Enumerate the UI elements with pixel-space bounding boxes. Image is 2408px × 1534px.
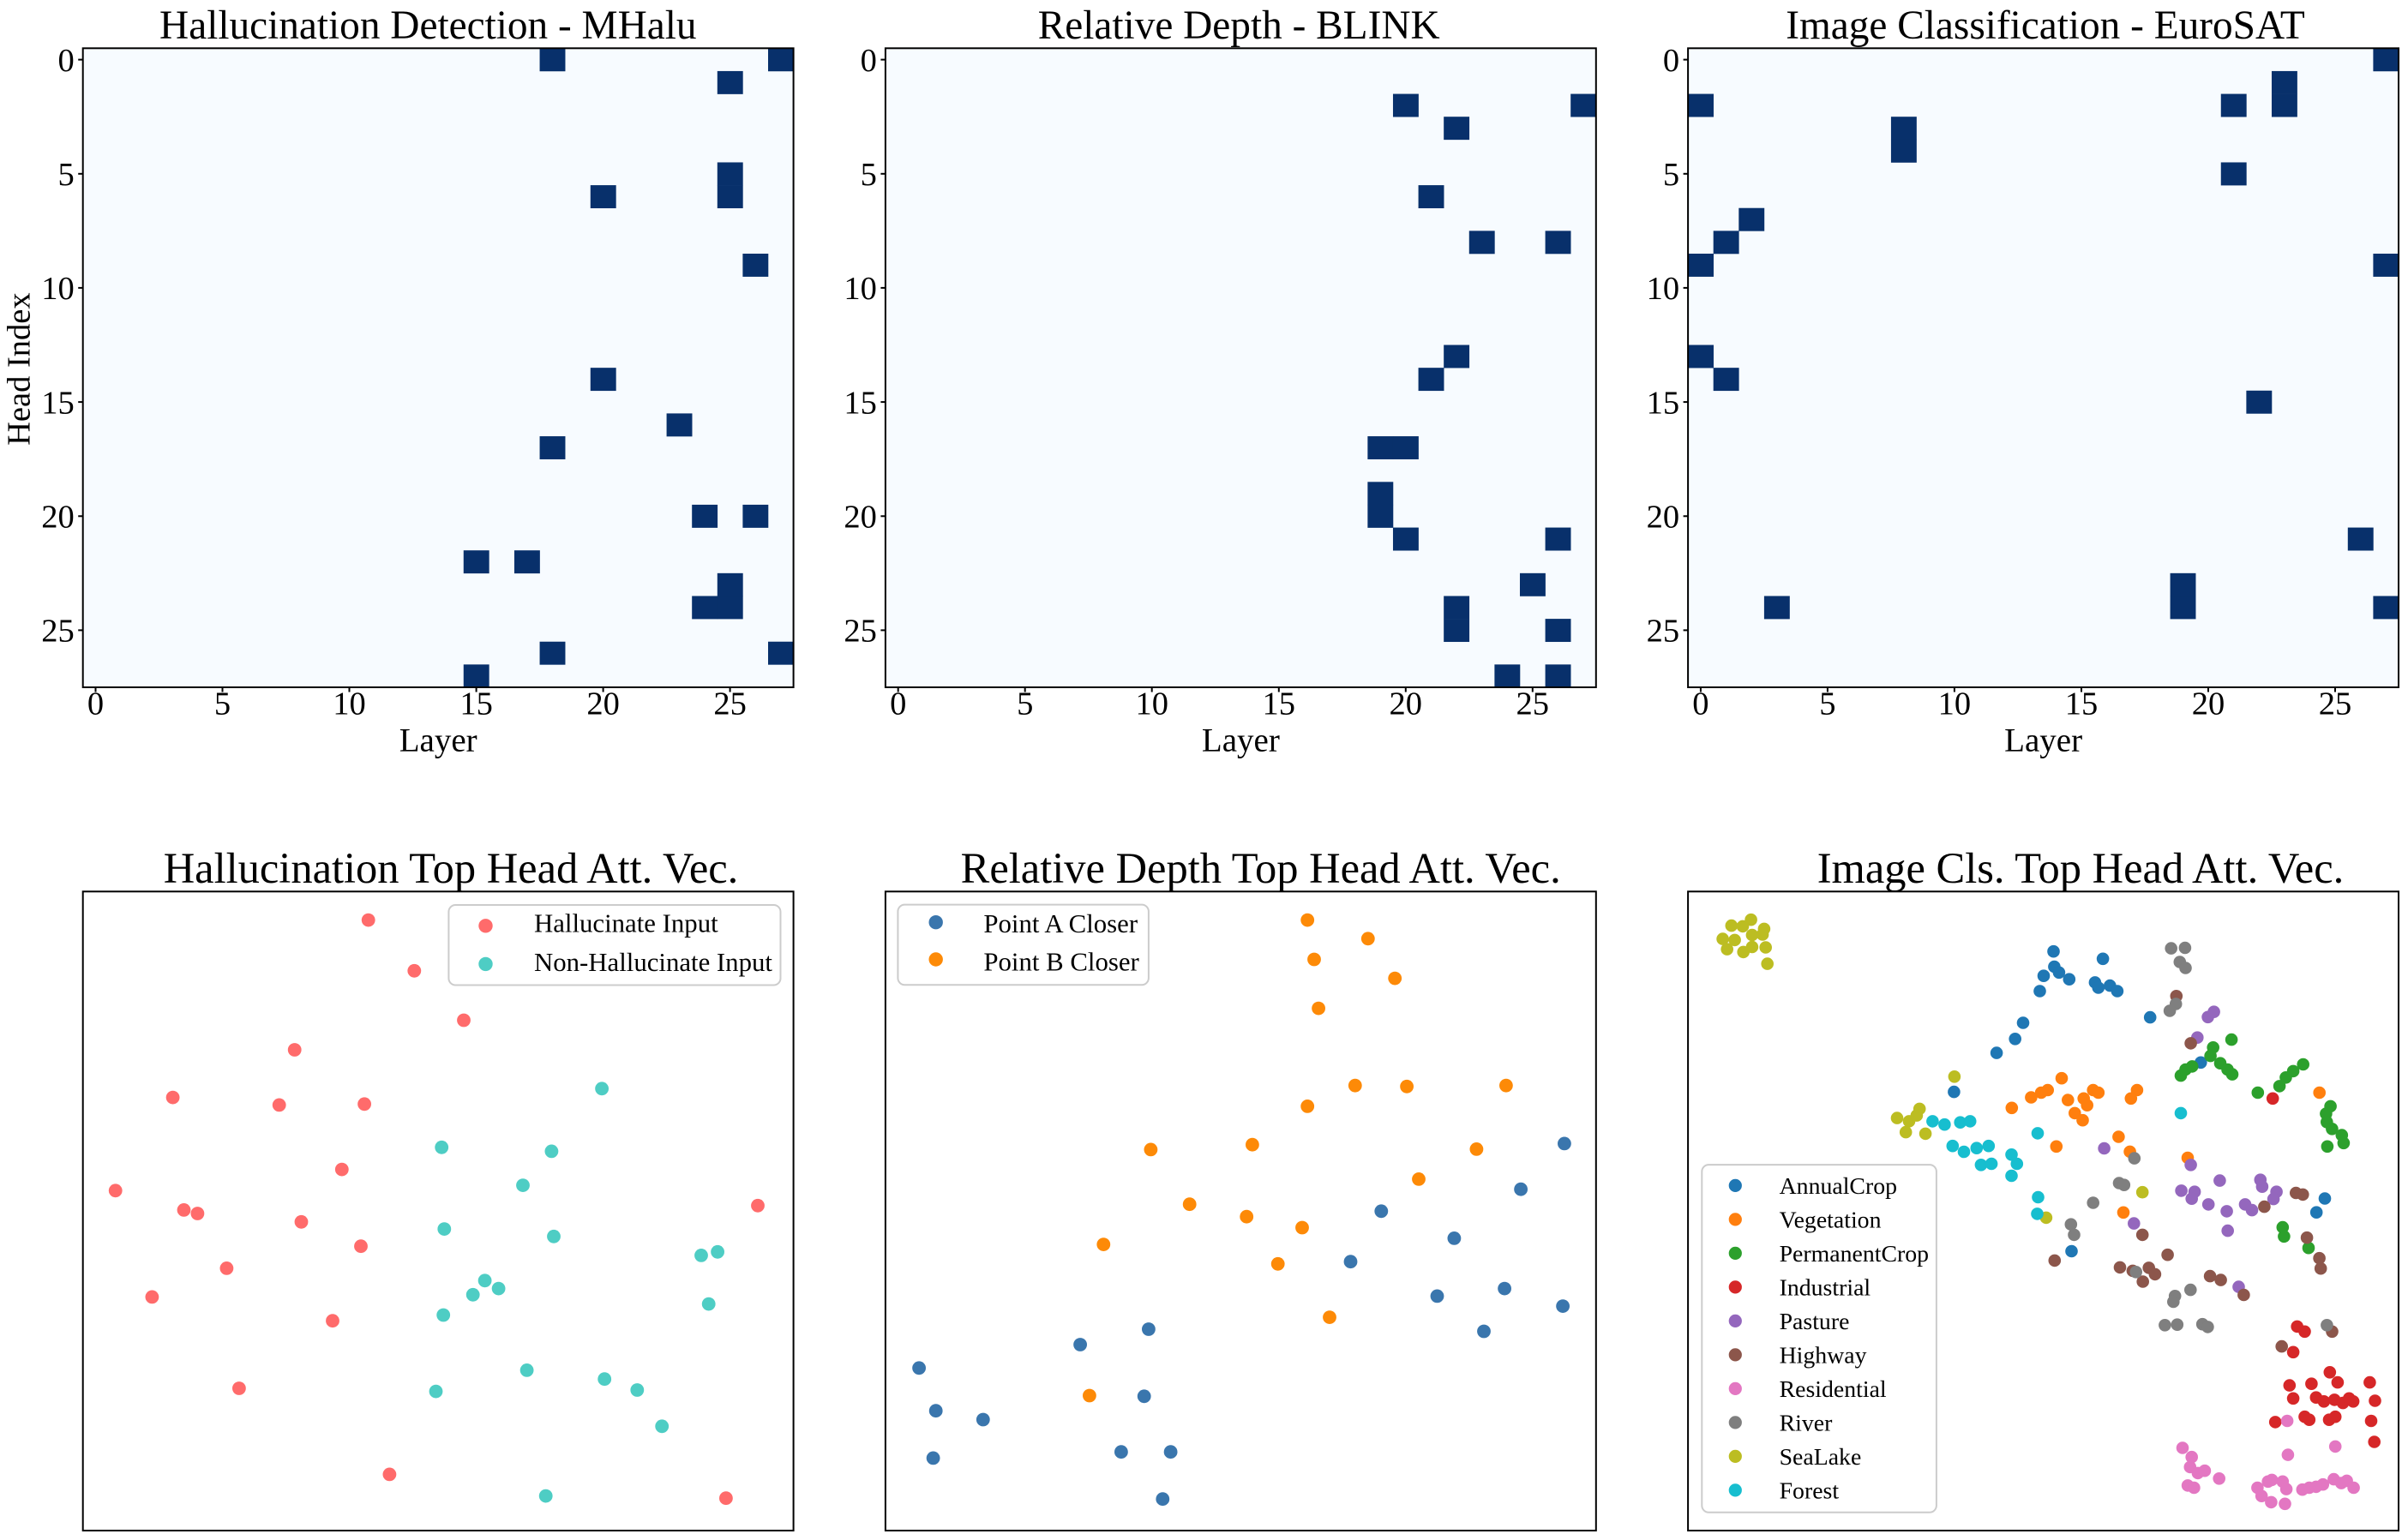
svg-text:25: 25 bbox=[844, 614, 877, 650]
svg-text:Layer: Layer bbox=[1202, 722, 1280, 758]
svg-text:5: 5 bbox=[1017, 686, 1033, 722]
svg-text:0: 0 bbox=[87, 686, 104, 722]
svg-text:Relative Depth - BLINK: Relative Depth - BLINK bbox=[1038, 3, 1440, 48]
svg-text:Non-Hallucinate Input: Non-Hallucinate Input bbox=[534, 948, 772, 977]
svg-text:25: 25 bbox=[713, 686, 747, 722]
svg-text:10: 10 bbox=[1647, 271, 1680, 307]
svg-text:SeaLake: SeaLake bbox=[1780, 1444, 1862, 1471]
svg-text:20: 20 bbox=[586, 686, 620, 722]
svg-text:15: 15 bbox=[2065, 686, 2099, 722]
svg-text:Head Index: Head Index bbox=[1, 292, 37, 446]
svg-text:0: 0 bbox=[1663, 43, 1679, 79]
svg-text:Point B Closer: Point B Closer bbox=[983, 948, 1138, 977]
svg-text:15: 15 bbox=[844, 385, 877, 421]
svg-text:0: 0 bbox=[1692, 686, 1708, 722]
svg-text:Pasture: Pasture bbox=[1780, 1309, 1850, 1335]
svg-text:5: 5 bbox=[1819, 686, 1835, 722]
svg-text:5: 5 bbox=[214, 686, 231, 722]
svg-text:PermanentCrop: PermanentCrop bbox=[1780, 1241, 1929, 1267]
svg-text:5: 5 bbox=[1663, 157, 1679, 193]
svg-text:River: River bbox=[1780, 1410, 1833, 1436]
svg-text:Highway: Highway bbox=[1780, 1342, 1867, 1369]
svg-text:25: 25 bbox=[41, 614, 75, 650]
svg-text:Layer: Layer bbox=[399, 722, 477, 758]
svg-text:Image Cls. Top Head Att. Vec.: Image Cls. Top Head Att. Vec. bbox=[1817, 844, 2345, 892]
svg-text:Vegetation: Vegetation bbox=[1780, 1207, 1882, 1233]
svg-text:Hallucination Top Head Att. Ve: Hallucination Top Head Att. Vec. bbox=[164, 844, 739, 892]
svg-text:15: 15 bbox=[41, 385, 75, 421]
svg-text:15: 15 bbox=[1647, 385, 1680, 421]
svg-text:10: 10 bbox=[41, 271, 75, 307]
svg-text:15: 15 bbox=[459, 686, 493, 722]
svg-text:10: 10 bbox=[844, 271, 877, 307]
svg-text:Layer: Layer bbox=[2004, 722, 2082, 758]
svg-text:25: 25 bbox=[1516, 686, 1550, 722]
svg-text:15: 15 bbox=[1263, 686, 1296, 722]
svg-text:25: 25 bbox=[1647, 614, 1680, 650]
svg-text:0: 0 bbox=[890, 686, 906, 722]
svg-text:25: 25 bbox=[2319, 686, 2352, 722]
svg-text:20: 20 bbox=[1647, 500, 1680, 536]
svg-text:0: 0 bbox=[57, 43, 74, 79]
svg-text:AnnualCrop: AnnualCrop bbox=[1780, 1173, 1897, 1200]
svg-text:Industrial: Industrial bbox=[1780, 1274, 1871, 1301]
svg-text:5: 5 bbox=[57, 157, 74, 193]
svg-text:0: 0 bbox=[861, 43, 877, 79]
svg-text:20: 20 bbox=[1390, 686, 1423, 722]
svg-text:10: 10 bbox=[1938, 686, 1972, 722]
svg-text:20: 20 bbox=[41, 500, 75, 536]
svg-text:20: 20 bbox=[844, 500, 877, 536]
svg-text:Hallucinate Input: Hallucinate Input bbox=[534, 909, 718, 938]
svg-text:Residential: Residential bbox=[1780, 1376, 1887, 1403]
svg-text:Point A Closer: Point A Closer bbox=[983, 909, 1138, 938]
svg-text:Hallucination Detection - MHal: Hallucination Detection - MHalu bbox=[159, 3, 697, 48]
svg-text:10: 10 bbox=[333, 686, 366, 722]
svg-text:5: 5 bbox=[861, 157, 877, 193]
svg-text:10: 10 bbox=[1135, 686, 1168, 722]
svg-text:Image Classification - EuroSAT: Image Classification - EuroSAT bbox=[1786, 3, 2305, 48]
svg-text:Forest: Forest bbox=[1780, 1477, 1840, 1504]
svg-text:Relative Depth Top Head Att. V: Relative Depth Top Head Att. Vec. bbox=[961, 844, 1561, 892]
svg-text:20: 20 bbox=[2192, 686, 2225, 722]
